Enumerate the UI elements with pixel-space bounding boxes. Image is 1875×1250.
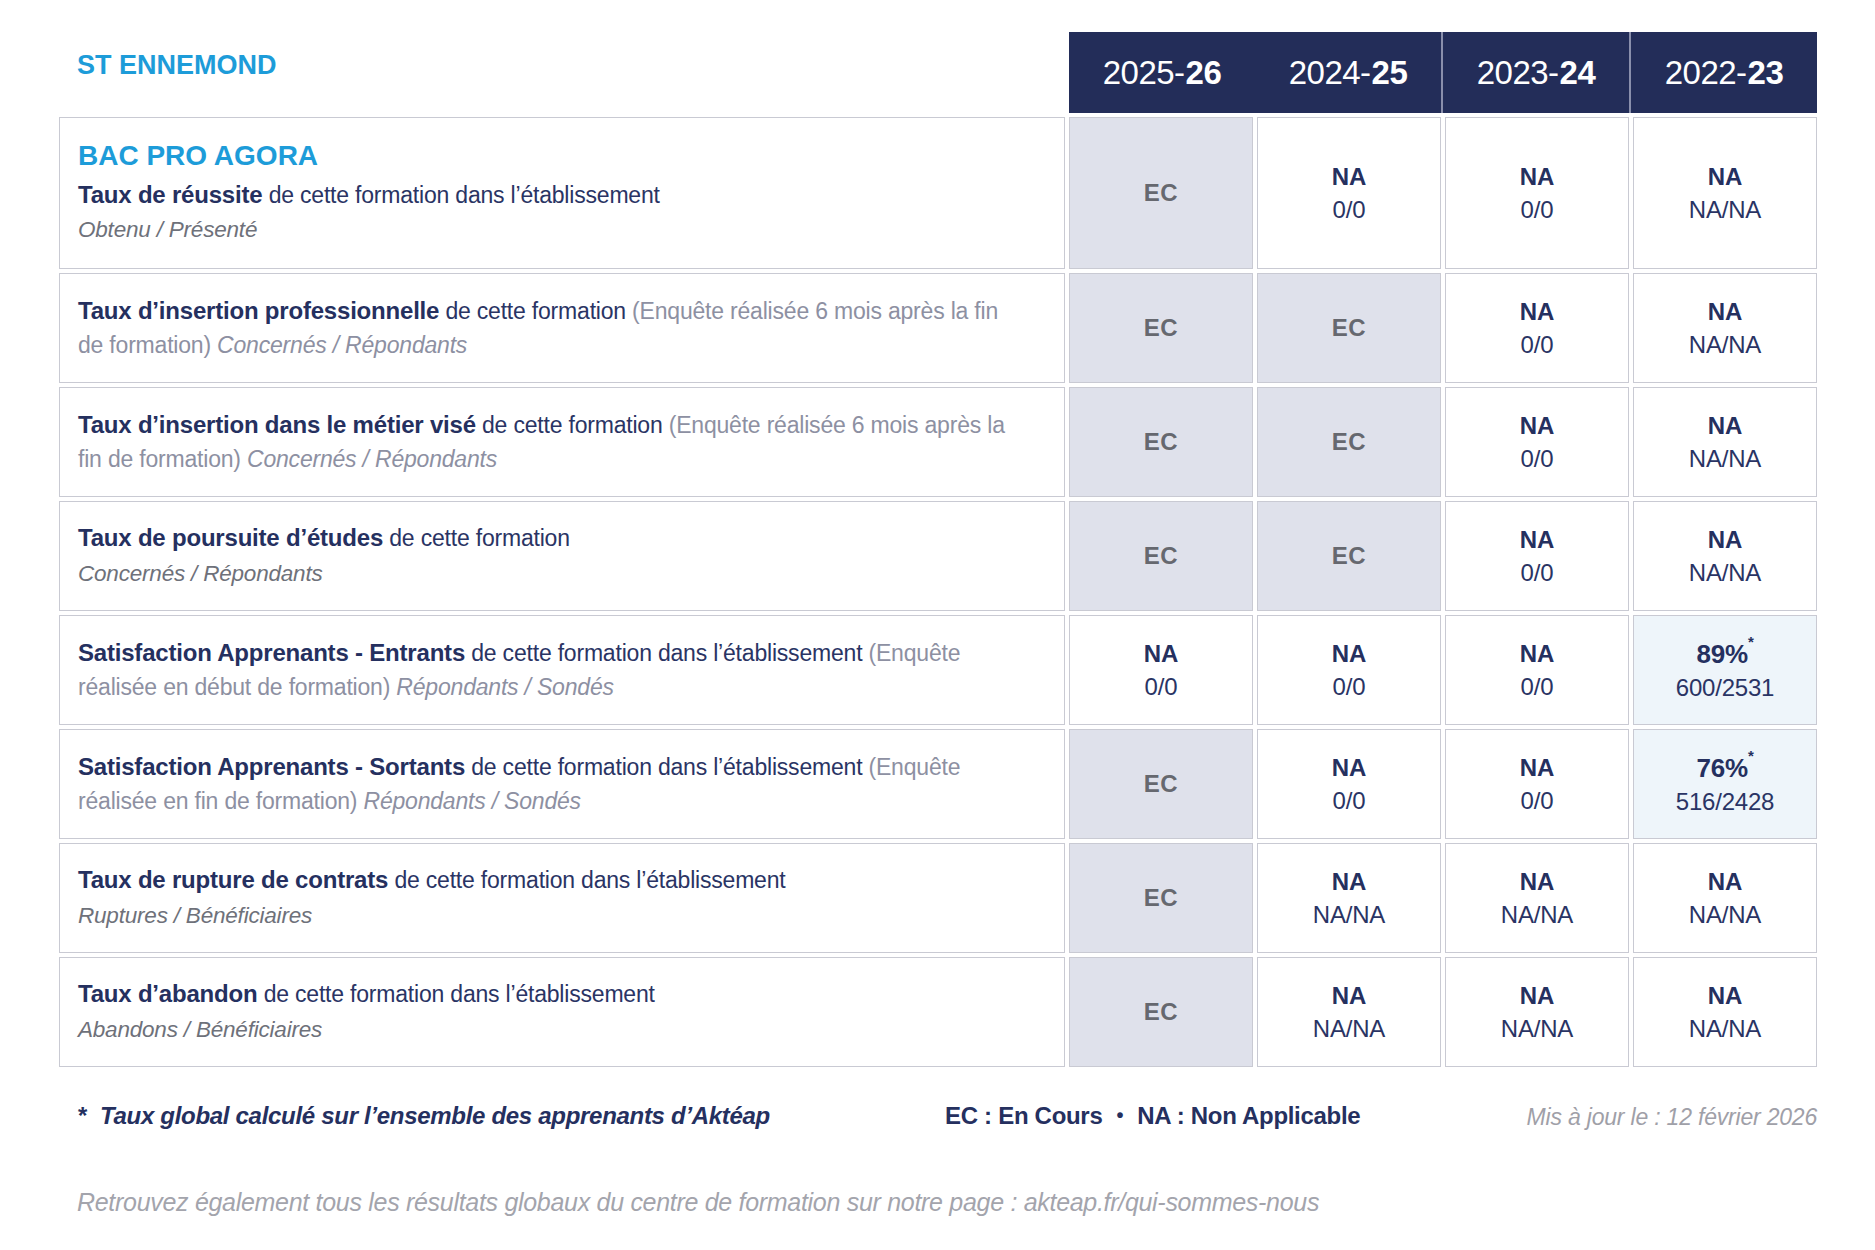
row-title-poursuite-etudes: Taux de poursuite d’études de cette form… [59, 501, 1065, 611]
row-title-text: Taux de poursuite d’études de cette form… [78, 521, 1022, 556]
row-title-insertion-professionnelle: Taux d’insertion professionnelle de cett… [59, 273, 1065, 383]
bottom-note: Retrouvez également tous les résultats g… [77, 1188, 1319, 1217]
row-subtitle: Ruptures / Bénéficiaires [78, 900, 1022, 933]
value-cell-highlight: 76%*516/2428 [1633, 729, 1817, 839]
year-column-header: 2024-25 [1255, 32, 1441, 113]
value-cell: EC [1069, 843, 1253, 953]
footnote-text: Taux global calculé sur l’ensemble des a… [100, 1102, 770, 1129]
legend: EC : En Cours • NA : Non Applicable [945, 1102, 1360, 1130]
results-table-page: ST ENNEMOND 2025-26 2024-25 2023-24 2022… [0, 0, 1875, 1250]
year-header-bar: 2025-26 2024-25 2023-24 2022-23 [1069, 32, 1817, 113]
value-cell: EC [1069, 117, 1253, 269]
value-cell: EC [1069, 501, 1253, 611]
year-prefix: 2023- [1477, 54, 1559, 92]
asterisk-marker: * [1748, 633, 1754, 650]
year-column-header: 2025-26 [1069, 32, 1255, 113]
row-title-abandon: Taux d’abandon de cette formation dans l… [59, 957, 1065, 1067]
value-cell: NANA/NA [1257, 957, 1441, 1067]
year-suffix: 23 [1748, 54, 1784, 92]
year-suffix: 24 [1560, 54, 1596, 92]
value-cell: NANA/NA [1633, 273, 1817, 383]
row-title-text: Taux de réussite de cette formation dans… [78, 178, 1022, 213]
value-cell: NA0/0 [1257, 729, 1441, 839]
percentage-value: 89%* [1696, 641, 1753, 667]
year-prefix: 2022- [1665, 54, 1747, 92]
value-cell: EC [1257, 273, 1441, 383]
value-cell: NANA/NA [1445, 843, 1629, 953]
percentage-value: 76%* [1696, 755, 1753, 781]
legend-ec: EC : En Cours [945, 1102, 1102, 1129]
value-cell: NANA/NA [1633, 117, 1817, 269]
row-title-insertion-metier-vise: Taux d’insertion dans le métier visé de … [59, 387, 1065, 497]
bullet-separator: • [1116, 1104, 1123, 1126]
year-prefix: 2024- [1289, 54, 1371, 92]
value-cell: NANA/NA [1633, 843, 1817, 953]
table-footer: * Taux global calculé sur l’ensemble des … [77, 1102, 1817, 1138]
year-prefix: 2025- [1103, 54, 1185, 92]
row-subtitle: Obtenu / Présenté [78, 214, 1022, 247]
footnote: * Taux global calculé sur l’ensemble des … [77, 1102, 770, 1130]
row-title-text: Taux d’insertion professionnelle de cett… [78, 294, 1022, 362]
row-title-text: Taux d’insertion dans le métier visé de … [78, 408, 1022, 476]
row-title-text: Taux d’abandon de cette formation dans l… [78, 977, 1022, 1012]
value-cell: EC [1069, 273, 1253, 383]
row-title-taux-de-reussite: BAC PRO AGORA Taux de réussite de cette … [59, 117, 1065, 269]
row-title-satisfaction-entrants: Satisfaction Apprenants - Entrants de ce… [59, 615, 1065, 725]
row-subtitle: Concernés / Répondants [78, 558, 1022, 591]
value-cell: NA0/0 [1445, 273, 1629, 383]
value-cell: NANA/NA [1633, 501, 1817, 611]
year-column-header: 2023-24 [1441, 32, 1629, 113]
row-title-text: Satisfaction Apprenants - Entrants de ce… [78, 636, 1022, 704]
value-cell: NA0/0 [1069, 615, 1253, 725]
table-corner-spacer [59, 32, 1065, 113]
row-title-text: Satisfaction Apprenants - Sortants de ce… [78, 750, 1022, 818]
value-cell: NANA/NA [1633, 387, 1817, 497]
value-cell: EC [1069, 957, 1253, 1067]
value-cell: EC [1069, 729, 1253, 839]
value-cell: NA0/0 [1445, 615, 1629, 725]
value-cell: EC [1257, 501, 1441, 611]
asterisk-marker: * [1748, 747, 1754, 764]
year-column-header: 2022-23 [1629, 32, 1817, 113]
value-cell: NA0/0 [1445, 501, 1629, 611]
value-cell: EC [1257, 387, 1441, 497]
value-cell: NANA/NA [1633, 957, 1817, 1067]
value-cell-highlight: 89%*600/2531 [1633, 615, 1817, 725]
row-title-satisfaction-sortants: Satisfaction Apprenants - Sortants de ce… [59, 729, 1065, 839]
value-cell: NA0/0 [1445, 387, 1629, 497]
value-cell: NA0/0 [1257, 117, 1441, 269]
results-table: 2025-26 2024-25 2023-24 2022-23 BAC PRO … [59, 32, 1817, 1067]
year-suffix: 25 [1372, 54, 1408, 92]
value-cell: NANA/NA [1445, 957, 1629, 1067]
value-cell: NA0/0 [1445, 117, 1629, 269]
asterisk-marker: * [77, 1102, 86, 1129]
value-cell: NA0/0 [1257, 615, 1441, 725]
value-cell: EC [1069, 387, 1253, 497]
last-updated-date: Mis à jour le : 12 février 2026 [1527, 1104, 1817, 1131]
year-suffix: 26 [1186, 54, 1222, 92]
value-cell: NANA/NA [1257, 843, 1441, 953]
row-title-rupture-contrats: Taux de rupture de contrats de cette for… [59, 843, 1065, 953]
value-cell: NA0/0 [1445, 729, 1629, 839]
legend-na: NA : Non Applicable [1137, 1102, 1360, 1129]
row-subtitle: Abandons / Bénéficiaires [78, 1014, 1022, 1047]
row-title-text: Taux de rupture de contrats de cette for… [78, 863, 1022, 898]
program-title: BAC PRO AGORA [78, 139, 1022, 173]
